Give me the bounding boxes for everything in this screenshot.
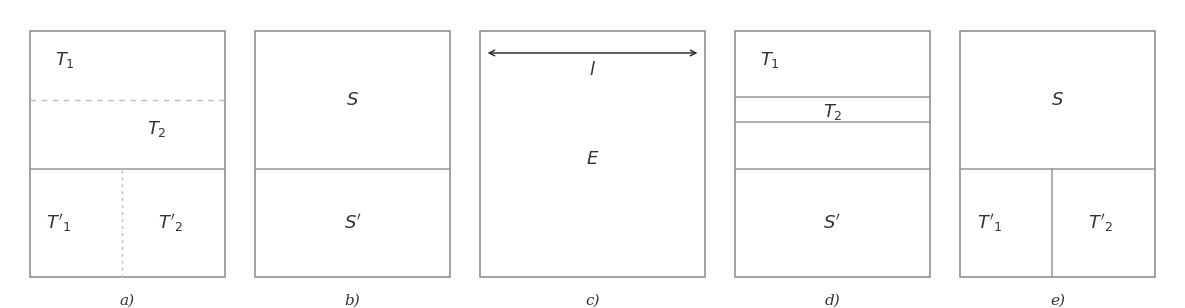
Bar [480, 31, 705, 277]
Text: b): b) [345, 294, 360, 308]
Text: $S'$: $S'$ [824, 213, 841, 233]
Text: $S$: $S$ [1051, 91, 1064, 109]
Bar [960, 31, 1155, 277]
Text: e): e) [1050, 294, 1065, 308]
Text: a): a) [120, 294, 135, 308]
Text: $T_2$: $T_2$ [822, 102, 843, 122]
Text: $S$: $S$ [346, 91, 359, 109]
Text: $E$: $E$ [585, 150, 600, 168]
Bar [735, 31, 930, 277]
Text: $S'$: $S'$ [344, 213, 361, 233]
Bar [30, 31, 225, 277]
Text: $T'_2$: $T'_2$ [158, 212, 182, 234]
Text: $T_1$: $T_1$ [55, 51, 75, 70]
Bar [255, 31, 450, 277]
Text: $T_2$: $T_2$ [147, 120, 167, 139]
Text: $T'_2$: $T'_2$ [1088, 212, 1113, 234]
Text: $T'_1$: $T'_1$ [976, 212, 1001, 234]
Text: d): d) [825, 294, 840, 308]
Text: $l$: $l$ [589, 61, 596, 79]
Text: c): c) [585, 294, 600, 308]
Text: $T_1$: $T_1$ [760, 51, 780, 70]
Text: $T'_1$: $T'_1$ [46, 212, 71, 234]
